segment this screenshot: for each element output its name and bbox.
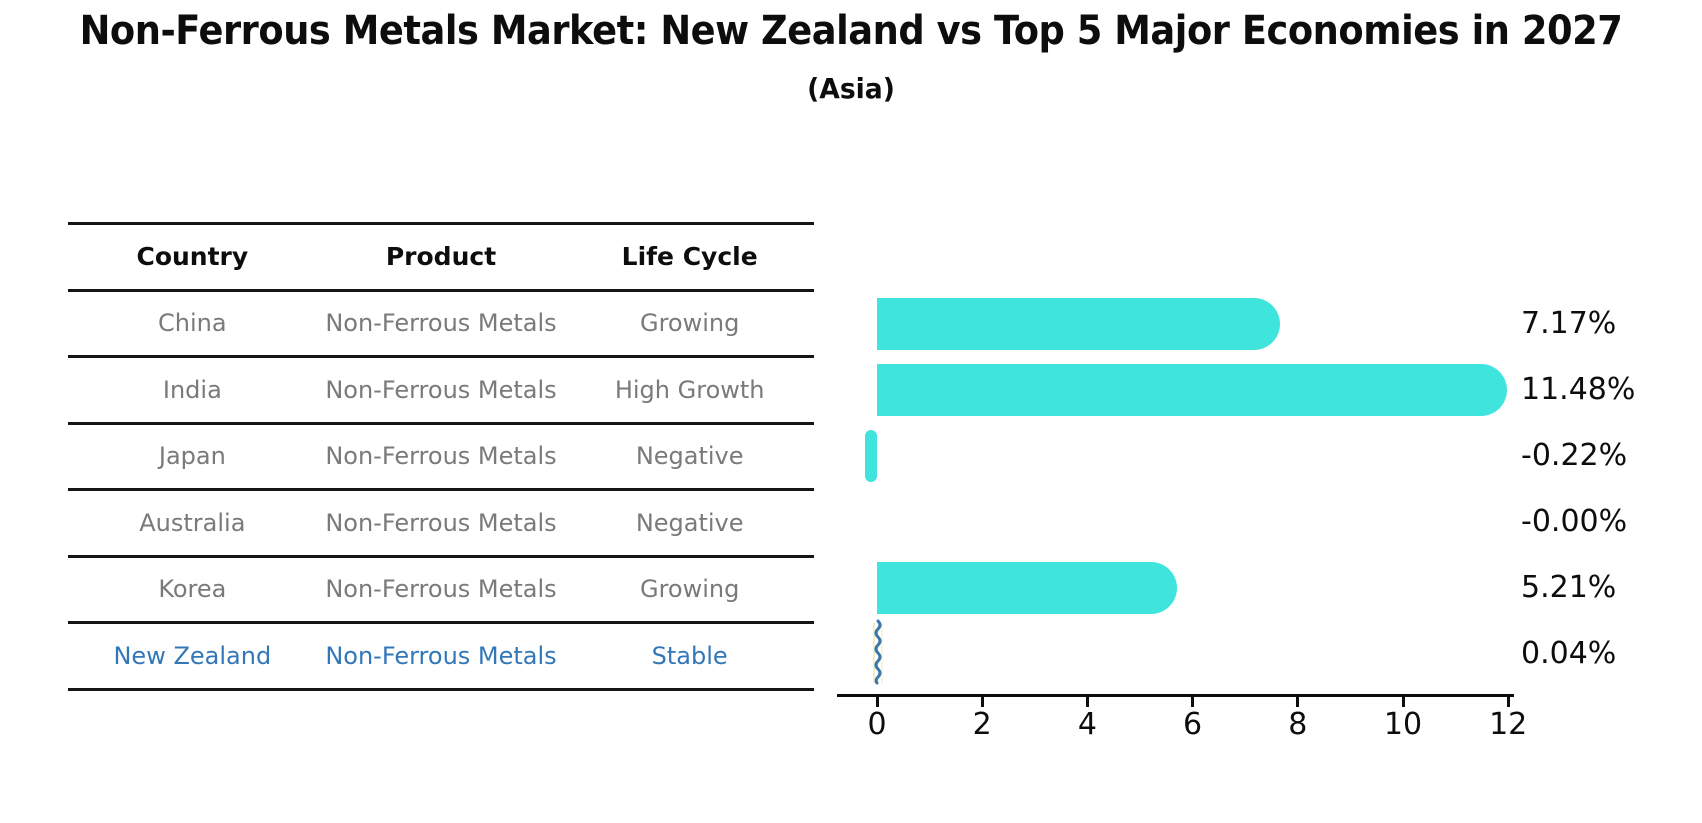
- table-header-row: Country Product Life Cycle: [68, 225, 814, 292]
- x-tick-label: 2: [972, 707, 992, 742]
- column-header-life-cycle: Life Cycle: [621, 242, 758, 272]
- bar-china: [877, 298, 1281, 350]
- x-tick-mark: [980, 697, 984, 707]
- cell-product: Non-Ferrous Metals: [325, 309, 557, 338]
- column-header-product: Product: [385, 242, 497, 272]
- x-tick-label: 10: [1383, 707, 1423, 742]
- table-row-australia: Australia Non-Ferrous Metals Negative: [68, 491, 814, 558]
- cell-country: New Zealand: [113, 641, 272, 670]
- column-header-country: Country: [136, 242, 249, 272]
- value-label-australia: -0.00%: [1521, 504, 1628, 539]
- cell-country: India: [162, 375, 222, 404]
- x-tick-label: 6: [1183, 707, 1203, 742]
- new-zealand-sketch-bar: [873, 619, 883, 685]
- value-label-korea: 5.21%: [1521, 570, 1617, 605]
- value-label-new-zealand: 0.04%: [1521, 636, 1617, 671]
- x-tick-label: 12: [1489, 707, 1528, 742]
- cell-product: Non-Ferrous Metals: [325, 575, 557, 604]
- table-row-china: China Non-Ferrous Metals Growing: [68, 292, 814, 358]
- cell-life-cycle: Growing: [639, 575, 740, 604]
- value-label-japan: -0.22%: [1521, 438, 1628, 473]
- cell-product: Non-Ferrous Metals: [325, 641, 557, 670]
- chart-title: Non-Ferrous Metals Market: New Zealand v…: [79, 8, 1623, 54]
- x-tick-mark: [1296, 697, 1300, 707]
- x-tick-label: 4: [1077, 707, 1097, 742]
- cell-life-cycle: Stable: [651, 641, 728, 670]
- x-tick-label: 8: [1288, 707, 1308, 742]
- x-tick-label: 0: [867, 707, 887, 742]
- cell-life-cycle: High Growth: [614, 375, 765, 404]
- chart-subtitle: (Asia): [807, 72, 895, 105]
- cell-country: Japan: [158, 442, 226, 471]
- cell-product: Non-Ferrous Metals: [325, 508, 557, 537]
- table-row-india: India Non-Ferrous Metals High Growth: [68, 358, 814, 425]
- value-label-china: 7.17%: [1521, 306, 1617, 341]
- x-tick-mark: [1085, 697, 1089, 707]
- cell-life-cycle: Negative: [635, 442, 744, 471]
- cell-country: China: [158, 309, 227, 338]
- cell-product: Non-Ferrous Metals: [325, 442, 557, 471]
- cell-country: Australia: [139, 508, 246, 537]
- cell-product: Non-Ferrous Metals: [325, 375, 557, 404]
- value-label-india: 11.48%: [1521, 372, 1636, 407]
- table-row-new-zealand: New Zealand Non-Ferrous Metals Stable: [68, 624, 814, 691]
- country-table: Country Product Life Cycle China Non-Fer…: [68, 222, 814, 691]
- x-tick-mark: [875, 697, 879, 707]
- table-row-japan: Japan Non-Ferrous Metals Negative: [68, 425, 814, 491]
- x-axis-line: [837, 694, 1514, 697]
- cell-country: Korea: [158, 575, 227, 604]
- x-tick-mark: [1401, 697, 1405, 707]
- bar-japan: [865, 430, 877, 482]
- x-tick-mark: [1191, 697, 1195, 707]
- bar-india: [877, 364, 1507, 416]
- table-row-korea: Korea Non-Ferrous Metals Growing: [68, 558, 814, 624]
- cell-life-cycle: Growing: [639, 309, 740, 338]
- bar-korea: [877, 562, 1178, 614]
- cell-life-cycle: Negative: [635, 508, 744, 537]
- x-tick-mark: [1506, 697, 1510, 707]
